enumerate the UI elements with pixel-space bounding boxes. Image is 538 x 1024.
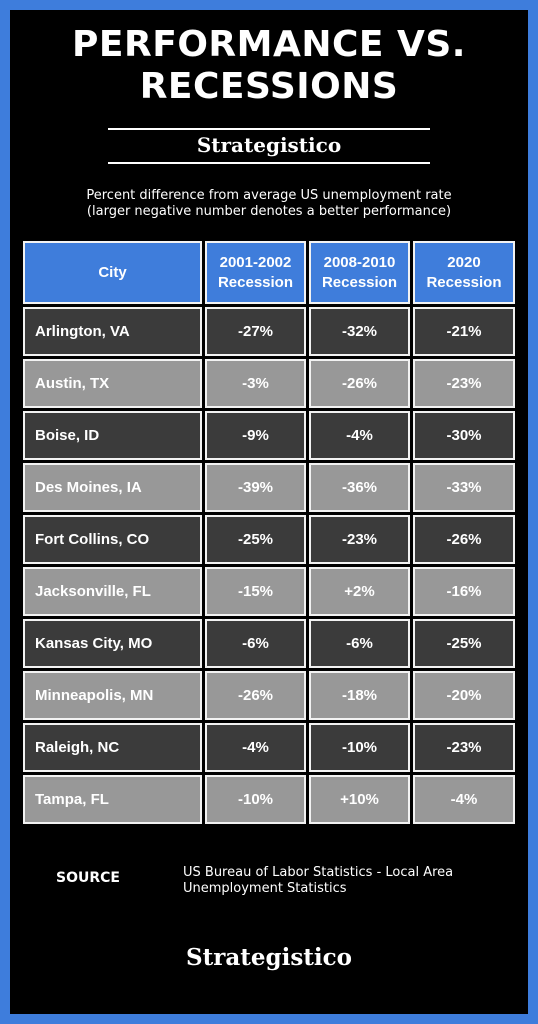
value-cell: -4% [413, 775, 515, 824]
value-cell: -32% [309, 307, 410, 356]
table-row: Minneapolis, MN -26% -18% -20% [23, 671, 515, 720]
city-cell: Kansas City, MO [23, 619, 202, 668]
value-cell: -26% [413, 515, 515, 564]
column-header: 2001-2002 Recession [205, 241, 306, 304]
value-cell: +10% [309, 775, 410, 824]
top-divider [108, 128, 430, 130]
subtitle: Percent difference from average US unemp… [10, 188, 528, 220]
city-cell: Fort Collins, CO [23, 515, 202, 564]
value-cell: -23% [309, 515, 410, 564]
value-cell: -10% [205, 775, 306, 824]
value-cell: -10% [309, 723, 410, 772]
source-text: US Bureau of Labor Statistics - Local Ar… [183, 865, 513, 897]
infographic-frame: PERFORMANCE VS. RECESSIONS Strategistico… [10, 10, 528, 1014]
value-cell: -4% [205, 723, 306, 772]
column-header: 2008-2010 Recession [309, 241, 410, 304]
footer-brand: Strategistico [186, 944, 352, 971]
title-line-1: PERFORMANCE VS. [72, 24, 466, 65]
table-row: Austin, TX -3% -26% -23% [23, 359, 515, 408]
subtitle-line-1: Percent difference from average US unemp… [86, 188, 452, 203]
value-cell: -25% [205, 515, 306, 564]
value-cell: -26% [205, 671, 306, 720]
value-cell: -16% [413, 567, 515, 616]
city-cell: Boise, ID [23, 411, 202, 460]
value-cell: -9% [205, 411, 306, 460]
value-cell: -21% [413, 307, 515, 356]
value-cell: -18% [309, 671, 410, 720]
value-cell: -23% [413, 359, 515, 408]
table-row: Raleigh, NC -4% -10% -23% [23, 723, 515, 772]
page-title: PERFORMANCE VS. RECESSIONS [10, 24, 528, 108]
value-cell: -36% [309, 463, 410, 512]
table-row: Boise, ID -9% -4% -30% [23, 411, 515, 460]
title-line-2: RECESSIONS [139, 66, 399, 107]
value-cell: +2% [309, 567, 410, 616]
table-row: Arlington, VA -27% -32% -21% [23, 307, 515, 356]
value-cell: -25% [413, 619, 515, 668]
brand-name: Strategistico [196, 133, 342, 157]
bottom-divider [108, 162, 430, 164]
table-row: Jacksonville, FL -15% +2% -16% [23, 567, 515, 616]
table-header-row: City 2001-2002 Recession 2008-2010 Recession… [23, 241, 515, 304]
city-cell: Arlington, VA [23, 307, 202, 356]
value-cell: -23% [413, 723, 515, 772]
table-row: Fort Collins, CO -25% -23% -26% [23, 515, 515, 564]
city-cell: Minneapolis, MN [23, 671, 202, 720]
table-row: Des Moines, IA -39% -36% -33% [23, 463, 515, 512]
value-cell: -6% [309, 619, 410, 668]
value-cell: -20% [413, 671, 515, 720]
value-cell: -30% [413, 411, 515, 460]
value-cell: -27% [205, 307, 306, 356]
table-row: Kansas City, MO -6% -6% -25% [23, 619, 515, 668]
table-row: Tampa, FL -10% +10% -4% [23, 775, 515, 824]
value-cell: -3% [205, 359, 306, 408]
data-table: City 2001-2002 Recession 2008-2010 Recession… [23, 241, 515, 827]
value-cell: -6% [205, 619, 306, 668]
value-cell: -39% [205, 463, 306, 512]
source-label: SOURCE [56, 870, 120, 886]
value-cell: -33% [413, 463, 515, 512]
city-cell: Des Moines, IA [23, 463, 202, 512]
source-line-1: US Bureau of Labor Statistics - Local Ar… [183, 865, 454, 880]
source-line-2: Unemployment Statistics [183, 881, 347, 896]
city-cell: Austin, TX [23, 359, 202, 408]
value-cell: -4% [309, 411, 410, 460]
value-cell: -26% [309, 359, 410, 408]
city-cell: Tampa, FL [23, 775, 202, 824]
subtitle-line-2: (larger negative number denotes a better… [86, 204, 452, 219]
column-header: 2020 Recession [413, 241, 515, 304]
city-cell: Jacksonville, FL [23, 567, 202, 616]
value-cell: -15% [205, 567, 306, 616]
column-header: City [23, 241, 202, 304]
city-cell: Raleigh, NC [23, 723, 202, 772]
